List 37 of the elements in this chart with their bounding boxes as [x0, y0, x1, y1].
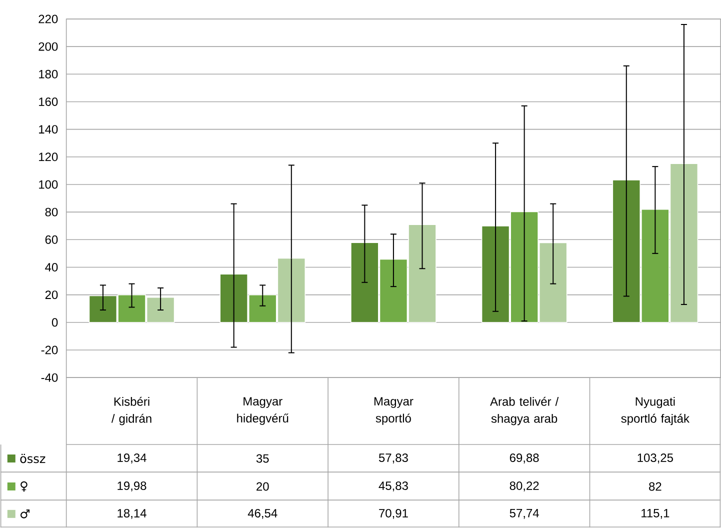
y-tick-label: 100	[39, 180, 58, 189]
legend-label: ♂	[20, 510, 30, 518]
y-tick-label: 220	[38, 14, 58, 24]
y-tick-label: 160	[39, 98, 58, 106]
y-tick-label: 20	[45, 290, 58, 300]
y-tick-label: 60	[45, 236, 58, 244]
data-label: 19,34	[118, 454, 146, 464]
y-tick-label: -20	[41, 346, 58, 354]
data-label: 115,1	[642, 509, 670, 519]
data-label: 19,98	[118, 482, 146, 492]
data-label: 70,91	[379, 509, 408, 519]
y-tick-label: -40	[41, 373, 58, 382]
x-tick-label: Kisbéri / gidrán	[111, 396, 152, 426]
y-tick-label: 0	[52, 318, 58, 327]
x-tick-label: Magyar hidegvérű	[237, 397, 288, 425]
legend-label: össz	[20, 454, 46, 464]
data-label: 69,88	[510, 454, 539, 464]
x-tick-label: Arab telivér / shagya arab	[490, 396, 559, 426]
data-label: 18,14	[118, 509, 146, 519]
data-label: 46,54	[248, 509, 278, 519]
data-label: 82	[649, 482, 662, 491]
legend-label: ♀	[20, 481, 28, 492]
data-label: 103,25	[638, 454, 673, 464]
y-tick-label: 200	[38, 42, 58, 51]
x-tick-label: Nyugati sportló fajták	[621, 397, 690, 426]
data-label: 80,22	[510, 482, 539, 492]
data-label: 45,83	[378, 482, 408, 492]
data-label: 20	[256, 482, 269, 491]
data-label: 57,83	[378, 454, 408, 464]
y-tick-label: 140	[39, 125, 58, 134]
y-tick-label: 80	[45, 208, 58, 216]
x-tick-label: Magyar sportló	[374, 397, 414, 425]
y-tick-label: 120	[39, 152, 58, 162]
data-label: 35	[256, 454, 269, 463]
y-tick-label: 180	[39, 70, 58, 78]
y-tick-label: 40	[45, 263, 58, 272]
data-label: 57,74	[510, 509, 539, 519]
